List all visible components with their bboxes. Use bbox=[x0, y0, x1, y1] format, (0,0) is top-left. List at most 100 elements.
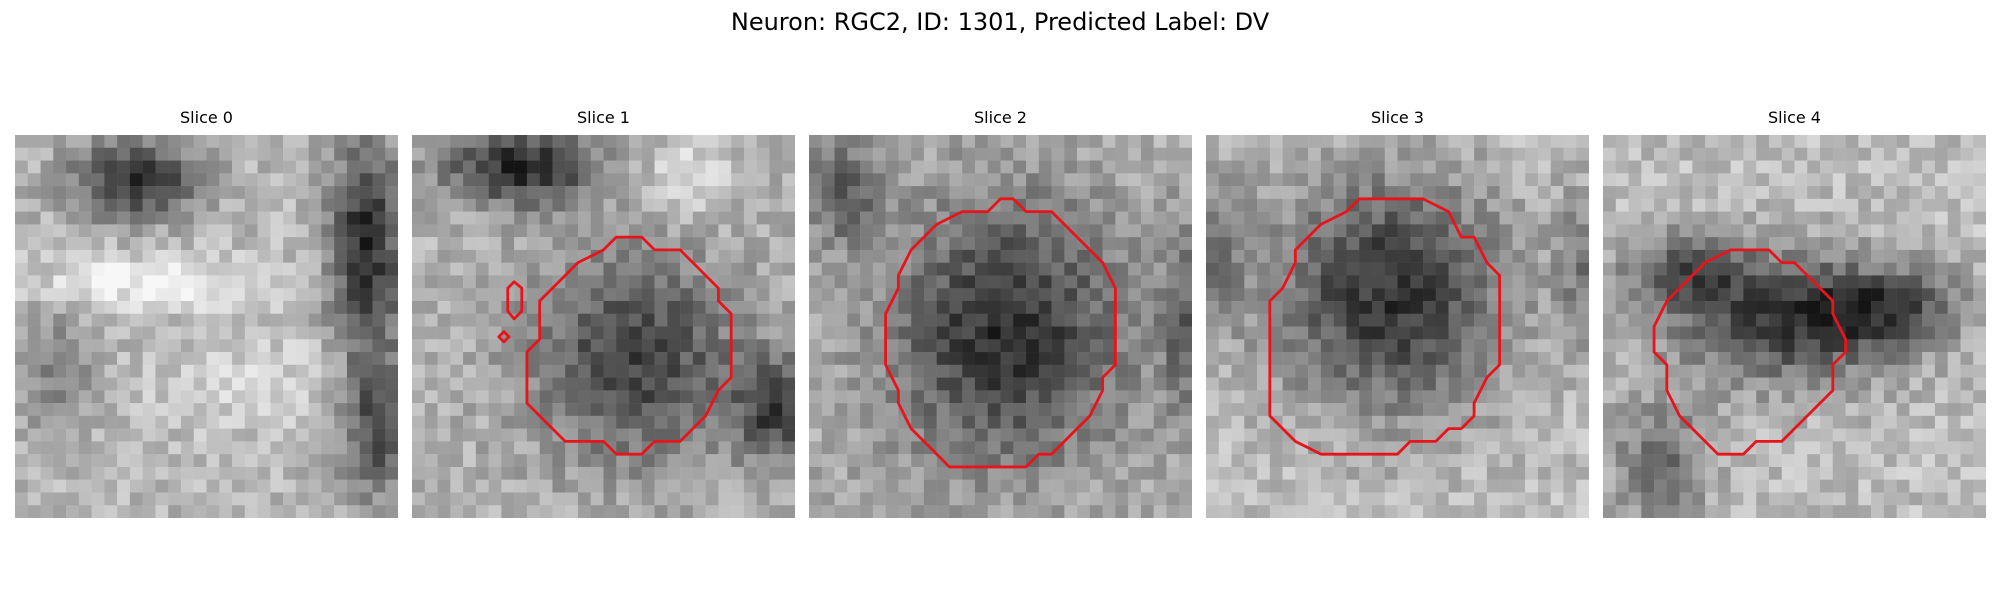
image-pixel bbox=[603, 326, 617, 340]
image-pixel bbox=[1166, 326, 1180, 340]
image-pixel bbox=[1320, 275, 1334, 289]
image-pixel bbox=[1641, 135, 1655, 149]
image-pixel bbox=[974, 147, 988, 161]
image-pixel bbox=[91, 173, 105, 187]
image-pixel bbox=[1051, 237, 1065, 251]
image-pixel bbox=[91, 326, 105, 340]
image-pixel bbox=[1896, 147, 1910, 161]
image-pixel bbox=[834, 300, 848, 314]
image-pixel bbox=[53, 198, 67, 212]
image-pixel bbox=[743, 390, 757, 404]
image-pixel bbox=[1794, 275, 1808, 289]
image-pixel bbox=[346, 352, 360, 366]
image-pixel bbox=[488, 352, 502, 366]
image-pixel bbox=[1089, 147, 1103, 161]
image-pixel bbox=[488, 160, 502, 174]
image-pixel bbox=[78, 275, 92, 289]
image-pixel bbox=[488, 300, 502, 314]
image-pixel bbox=[117, 377, 131, 391]
image-pixel bbox=[1308, 249, 1322, 263]
image-pixel bbox=[1244, 288, 1258, 302]
image-pixel bbox=[53, 173, 67, 187]
image-pixel bbox=[1089, 428, 1103, 442]
image-pixel bbox=[1013, 237, 1027, 251]
image-pixel bbox=[1397, 300, 1411, 314]
image-pixel bbox=[488, 403, 502, 417]
image-pixel bbox=[450, 211, 464, 225]
image-pixel bbox=[769, 479, 783, 493]
image-pixel bbox=[412, 275, 426, 289]
image-pixel bbox=[1743, 173, 1757, 187]
image-pixel bbox=[1756, 479, 1770, 493]
image-pixel bbox=[1896, 466, 1910, 480]
image-pixel bbox=[577, 428, 591, 442]
image-pixel bbox=[334, 313, 348, 327]
image-pixel bbox=[756, 147, 770, 161]
image-pixel bbox=[475, 415, 489, 429]
image-pixel bbox=[308, 211, 322, 225]
image-pixel bbox=[1435, 479, 1449, 493]
image-pixel bbox=[936, 173, 950, 187]
image-pixel bbox=[1768, 224, 1782, 238]
image-pixel bbox=[488, 262, 502, 276]
image-pixel bbox=[91, 454, 105, 468]
image-pixel bbox=[1576, 249, 1589, 263]
image-pixel bbox=[437, 237, 451, 251]
image-pixel bbox=[1705, 135, 1719, 149]
image-pixel bbox=[1832, 211, 1846, 225]
image-pixel bbox=[1922, 479, 1936, 493]
image-pixel bbox=[321, 364, 335, 378]
image-pixel bbox=[1474, 415, 1488, 429]
image-pixel bbox=[1832, 160, 1846, 174]
image-pixel bbox=[1333, 237, 1347, 251]
image-pixel bbox=[270, 198, 284, 212]
image-pixel bbox=[1807, 237, 1821, 251]
image-pixel bbox=[1909, 249, 1923, 263]
image-pixel bbox=[1410, 249, 1424, 263]
image-pixel bbox=[168, 224, 182, 238]
image-pixel bbox=[1410, 377, 1424, 391]
image-pixel bbox=[1768, 198, 1782, 212]
image-pixel bbox=[193, 211, 207, 225]
image-pixel bbox=[809, 390, 823, 404]
image-pixel bbox=[1654, 403, 1668, 417]
image-pixel bbox=[1461, 326, 1475, 340]
image-pixel bbox=[1269, 300, 1283, 314]
image-pixel bbox=[1960, 288, 1974, 302]
image-pixel bbox=[616, 173, 630, 187]
image-pixel bbox=[885, 262, 899, 276]
image-pixel bbox=[219, 339, 233, 353]
image-pixel bbox=[193, 390, 207, 404]
image-pixel bbox=[463, 249, 477, 263]
image-pixel bbox=[1206, 224, 1220, 238]
image-pixel bbox=[911, 466, 925, 480]
image-pixel bbox=[667, 479, 681, 493]
image-pixel bbox=[847, 479, 861, 493]
image-pixel bbox=[385, 466, 398, 480]
image-pixel bbox=[91, 211, 105, 225]
image-pixel bbox=[1026, 492, 1040, 506]
image-pixel bbox=[40, 211, 54, 225]
image-pixel bbox=[1320, 415, 1334, 429]
image-pixel bbox=[385, 352, 398, 366]
image-pixel bbox=[450, 249, 464, 263]
image-pixel bbox=[232, 466, 246, 480]
image-pixel bbox=[1896, 441, 1910, 455]
image-pixel bbox=[1128, 288, 1142, 302]
image-pixel bbox=[308, 377, 322, 391]
image-pixel bbox=[1628, 313, 1642, 327]
image-pixel bbox=[193, 224, 207, 238]
image-pixel bbox=[270, 415, 284, 429]
image-pixel bbox=[809, 326, 823, 340]
image-pixel bbox=[1128, 275, 1142, 289]
image-pixel bbox=[1486, 492, 1500, 506]
image-pixel bbox=[565, 224, 579, 238]
image-pixel bbox=[1218, 147, 1232, 161]
image-pixel bbox=[104, 288, 118, 302]
image-pixel bbox=[1603, 237, 1617, 251]
image-pixel bbox=[641, 479, 655, 493]
image-pixel bbox=[718, 173, 732, 187]
image-pixel bbox=[1615, 288, 1629, 302]
image-pixel bbox=[577, 505, 591, 518]
image-pixel bbox=[1666, 186, 1680, 200]
